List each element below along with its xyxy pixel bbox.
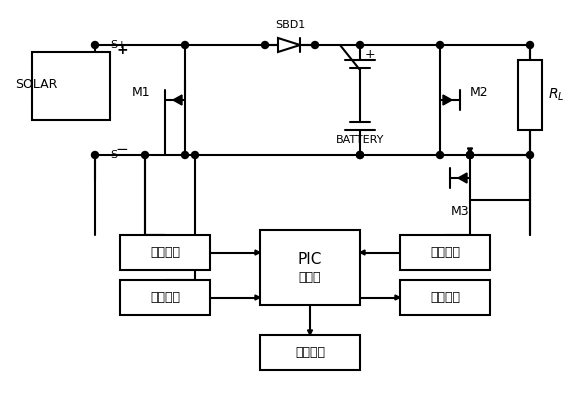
Text: 指示电路: 指示电路 [295, 346, 325, 359]
Circle shape [357, 152, 364, 158]
Circle shape [466, 152, 473, 158]
Polygon shape [360, 250, 365, 255]
Circle shape [181, 42, 188, 48]
Bar [260, 230, 360, 305]
Text: 单片机: 单片机 [299, 271, 321, 284]
Text: M1: M1 [131, 86, 150, 98]
Polygon shape [278, 38, 300, 52]
Text: BATTERY: BATTERY [336, 135, 384, 145]
Text: SOLAR: SOLAR [15, 78, 57, 92]
Text: S+: S+ [110, 40, 127, 50]
Bar [32, 52, 110, 120]
Circle shape [312, 42, 318, 48]
Polygon shape [443, 95, 452, 105]
Circle shape [527, 152, 533, 158]
Circle shape [91, 42, 98, 48]
Circle shape [91, 152, 98, 158]
Text: +: + [365, 48, 376, 62]
Polygon shape [307, 330, 313, 335]
Bar [518, 60, 542, 130]
Polygon shape [173, 95, 182, 105]
Circle shape [527, 42, 533, 48]
Bar [120, 280, 210, 315]
Circle shape [181, 152, 188, 158]
Text: PIC: PIC [298, 252, 322, 267]
Bar [120, 235, 210, 270]
Text: 驱动输出: 驱动输出 [430, 291, 460, 304]
Circle shape [436, 152, 443, 158]
Text: S-: S- [110, 150, 121, 160]
Circle shape [191, 152, 198, 158]
Circle shape [436, 42, 443, 48]
Bar [400, 235, 490, 270]
Polygon shape [395, 295, 400, 300]
Text: SBD1: SBD1 [275, 20, 305, 30]
Polygon shape [255, 295, 260, 300]
Text: 电压采集: 电压采集 [150, 246, 180, 259]
Text: M3: M3 [451, 205, 469, 218]
Circle shape [261, 42, 269, 48]
Bar [260, 335, 360, 370]
Text: M2: M2 [470, 86, 488, 98]
Polygon shape [458, 173, 467, 183]
Text: $R_L$: $R_L$ [548, 87, 565, 103]
Text: −: − [116, 142, 128, 158]
Text: 电流采集: 电流采集 [430, 246, 460, 259]
Circle shape [357, 152, 364, 158]
Polygon shape [468, 148, 472, 153]
Circle shape [142, 152, 149, 158]
Text: +: + [116, 43, 128, 57]
Bar [400, 280, 490, 315]
Circle shape [466, 152, 473, 158]
Circle shape [466, 152, 473, 158]
Text: 温度采集: 温度采集 [150, 291, 180, 304]
Circle shape [357, 42, 364, 48]
Polygon shape [255, 250, 260, 255]
